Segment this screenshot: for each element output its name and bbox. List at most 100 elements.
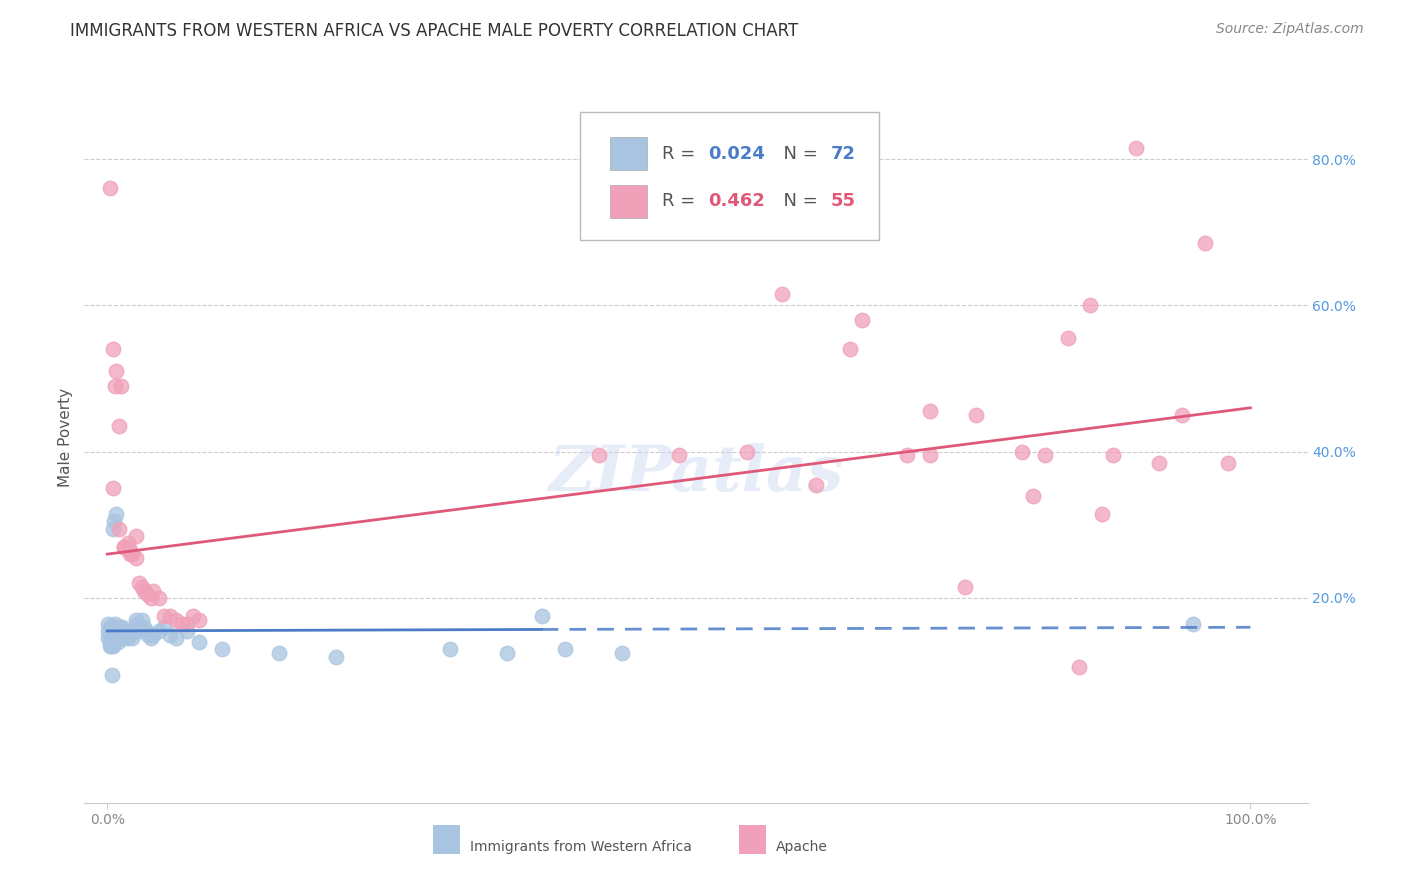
Point bbox=[1080, 298, 1102, 312]
Point bbox=[101, 639, 124, 653]
Point bbox=[125, 529, 148, 543]
Point bbox=[1171, 408, 1194, 422]
Point bbox=[103, 635, 125, 649]
Point bbox=[115, 627, 138, 641]
Point bbox=[1216, 456, 1239, 470]
Point bbox=[668, 448, 690, 462]
Point bbox=[103, 627, 125, 641]
Point bbox=[110, 632, 132, 646]
Point bbox=[610, 646, 633, 660]
Point bbox=[101, 343, 124, 357]
Point bbox=[110, 379, 132, 393]
Point bbox=[770, 287, 793, 301]
Point bbox=[97, 632, 120, 646]
Point bbox=[108, 620, 131, 634]
Point bbox=[851, 313, 873, 327]
Point bbox=[117, 632, 139, 646]
Point bbox=[121, 632, 143, 646]
Point bbox=[120, 547, 142, 561]
Point bbox=[1147, 456, 1170, 470]
Point bbox=[187, 635, 209, 649]
Point bbox=[100, 624, 122, 638]
Point bbox=[118, 624, 141, 638]
Point bbox=[107, 521, 129, 535]
Point bbox=[1182, 616, 1205, 631]
Point bbox=[104, 379, 127, 393]
Point bbox=[100, 632, 122, 646]
Text: ZIPatlas: ZIPatlas bbox=[548, 443, 844, 504]
Point bbox=[107, 419, 129, 434]
Point bbox=[98, 635, 121, 649]
Point bbox=[1067, 660, 1090, 674]
FancyBboxPatch shape bbox=[579, 112, 880, 240]
Point bbox=[104, 624, 127, 638]
Point bbox=[211, 642, 233, 657]
Point bbox=[112, 624, 135, 638]
Text: N =: N = bbox=[772, 192, 824, 211]
Point bbox=[920, 404, 942, 418]
Text: 0.024: 0.024 bbox=[709, 145, 765, 162]
Point bbox=[965, 408, 987, 422]
Point bbox=[176, 616, 198, 631]
Point bbox=[153, 620, 176, 634]
Point bbox=[1102, 448, 1125, 462]
Point bbox=[111, 620, 134, 634]
Point bbox=[112, 540, 135, 554]
Point bbox=[101, 521, 124, 535]
Point bbox=[105, 624, 128, 638]
Point bbox=[128, 624, 150, 638]
FancyBboxPatch shape bbox=[610, 137, 647, 170]
Text: Immigrants from Western Africa: Immigrants from Western Africa bbox=[470, 839, 692, 854]
Point bbox=[105, 507, 128, 521]
Point bbox=[101, 632, 124, 646]
Point bbox=[131, 580, 153, 594]
Point bbox=[98, 181, 121, 195]
Point bbox=[439, 642, 461, 657]
Point bbox=[325, 649, 347, 664]
Point bbox=[139, 632, 162, 646]
Point bbox=[496, 646, 519, 660]
Point bbox=[588, 448, 610, 462]
Point bbox=[1011, 444, 1033, 458]
Point bbox=[103, 620, 125, 634]
Point bbox=[953, 580, 976, 594]
Point bbox=[139, 591, 162, 605]
Point bbox=[530, 609, 553, 624]
Point bbox=[181, 609, 204, 624]
Text: 0.462: 0.462 bbox=[709, 192, 765, 211]
Point bbox=[101, 632, 124, 646]
Point bbox=[97, 624, 120, 638]
Point bbox=[120, 543, 142, 558]
Point bbox=[120, 627, 142, 641]
Point bbox=[737, 444, 759, 458]
Point bbox=[100, 639, 122, 653]
Text: R =: R = bbox=[662, 192, 700, 211]
FancyBboxPatch shape bbox=[738, 825, 766, 854]
Point bbox=[170, 616, 193, 631]
Point bbox=[105, 364, 128, 378]
Point bbox=[132, 620, 155, 634]
Point bbox=[138, 627, 160, 641]
Point bbox=[105, 632, 128, 646]
Point bbox=[101, 627, 124, 641]
Point bbox=[124, 624, 146, 638]
Point bbox=[896, 448, 918, 462]
Point bbox=[148, 591, 170, 605]
Point bbox=[107, 635, 129, 649]
FancyBboxPatch shape bbox=[433, 825, 460, 854]
Point bbox=[142, 627, 165, 641]
Point bbox=[97, 616, 120, 631]
Point bbox=[553, 642, 575, 657]
Point bbox=[98, 620, 121, 634]
Point bbox=[101, 620, 124, 634]
Point bbox=[153, 609, 176, 624]
Point bbox=[98, 639, 121, 653]
Text: IMMIGRANTS FROM WESTERN AFRICA VS APACHE MALE POVERTY CORRELATION CHART: IMMIGRANTS FROM WESTERN AFRICA VS APACHE… bbox=[70, 22, 799, 40]
Point bbox=[125, 613, 148, 627]
Point bbox=[920, 448, 942, 462]
Point bbox=[1056, 331, 1078, 345]
Point bbox=[125, 616, 148, 631]
Text: N =: N = bbox=[772, 145, 824, 162]
Point bbox=[112, 632, 135, 646]
Point bbox=[107, 632, 129, 646]
